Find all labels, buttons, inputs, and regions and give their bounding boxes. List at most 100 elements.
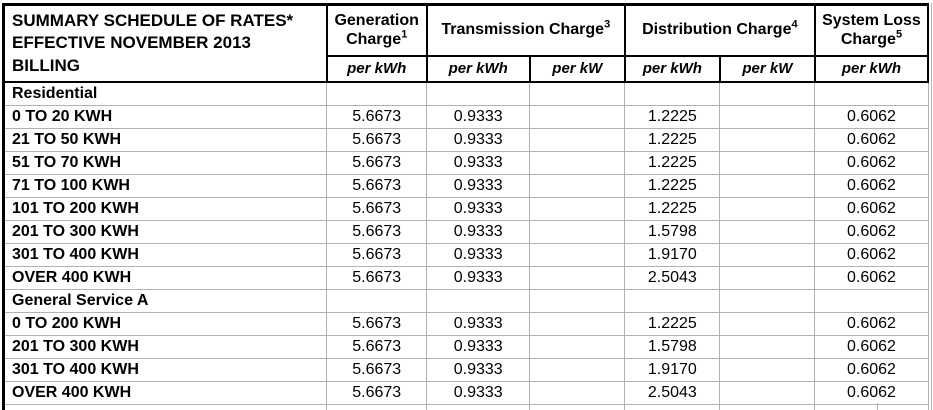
rate-value-transmission-kwh: 0.9333 xyxy=(426,358,531,382)
rate-value-distribution-kwh: 1.9170 xyxy=(624,358,721,382)
rate-cell xyxy=(426,404,531,410)
rate-value-transmission-kwh: 0.9333 xyxy=(426,220,531,244)
rate-value-generation: 5.6673 xyxy=(326,381,428,405)
table-row: 301 TO 400 KWH 5.6673 0.9333 1.9170 0.60… xyxy=(1,243,929,267)
rate-cell xyxy=(326,81,428,106)
rate-value-transmission-kwh: 0.9333 xyxy=(426,266,531,290)
table-row: 0 TO 200 KWH 5.6673 0.9333 1.2225 0.6062 xyxy=(1,312,929,336)
rate-value-transmission-kw xyxy=(529,197,626,221)
rate-value-distribution-kwh: 2.5043 xyxy=(624,266,721,290)
rate-value-generation: 5.6673 xyxy=(326,335,428,359)
rate-value-distribution-kwh: 2.5043 xyxy=(624,381,721,405)
rate-value-generation: 5.6673 xyxy=(326,220,428,244)
rate-value-distribution-kwh: 1.5798 xyxy=(624,335,721,359)
table-title-line1: SUMMARY SCHEDULE OF RATES* xyxy=(12,11,294,31)
rate-value-system-loss: 0.6062 xyxy=(814,151,929,175)
section-label: Residential xyxy=(1,81,328,106)
table-body: Residential 0 TO 20 KWH 5.6673 0.9333 1.… xyxy=(1,81,929,410)
row-label: 51 TO 70 KWH xyxy=(1,151,328,175)
row-label: 301 TO 400 KWH xyxy=(1,358,328,382)
row-label: 201 TO 300 KWH xyxy=(1,335,328,359)
table-row: 21 TO 50 KWH 5.6673 0.9333 1.2225 0.6062 xyxy=(1,128,929,152)
table-row: OVER 400 KWH 5.6673 0.9333 2.5043 0.6062 xyxy=(1,381,929,405)
section-label: General Service A xyxy=(1,289,328,313)
rate-value-transmission-kw xyxy=(529,220,626,244)
table-row: OVER 400 KWH 5.6673 0.9333 2.5043 0.6062 xyxy=(1,266,929,290)
footnote-ref-1: 1 xyxy=(401,28,408,41)
rate-value-distribution-kw xyxy=(719,197,816,221)
rate-value-distribution-kw xyxy=(719,266,816,290)
row-label: 0 TO 200 KWH xyxy=(1,312,328,336)
table-row: 201 TO 300 KWH 5.6673 0.9333 1.5798 0.60… xyxy=(1,335,929,359)
rate-value-generation: 5.6673 xyxy=(326,266,428,290)
rate-value-system-loss: 0.6062 xyxy=(814,174,929,198)
rate-value-distribution-kwh: 1.2225 xyxy=(624,197,721,221)
rate-value-generation: 5.6673 xyxy=(326,174,428,198)
rate-cell xyxy=(529,289,626,313)
rate-value-distribution-kw xyxy=(719,312,816,336)
rate-value-system-loss: 0.6062 xyxy=(814,105,929,129)
rate-value-transmission-kwh: 0.9333 xyxy=(426,381,531,405)
footnote-ref-5: 5 xyxy=(895,28,903,41)
rate-cell xyxy=(814,404,929,410)
rate-value-distribution-kw xyxy=(719,105,816,129)
rate-value-transmission-kwh: 0.9333 xyxy=(426,312,531,336)
subcol-distribution-per-kw: per kW xyxy=(718,55,816,83)
rate-value-transmission-kw xyxy=(529,335,626,359)
rate-value-transmission-kw xyxy=(529,128,626,152)
rate-value-transmission-kw xyxy=(529,243,626,267)
subcol-transmission-per-kwh: per kWh xyxy=(425,55,531,83)
next-column-gridline xyxy=(931,3,932,410)
rate-value-transmission-kw xyxy=(529,151,626,175)
rate-value-transmission-kwh: 0.9333 xyxy=(426,151,531,175)
subcol-generation-per-kwh: per kWh xyxy=(325,55,428,83)
col-header-system-loss-charge: System Loss Charge5 xyxy=(813,3,930,57)
table-header: SUMMARY SCHEDULE OF RATES* EFFECTIVE NOV… xyxy=(1,3,930,83)
rate-value-generation: 5.6673 xyxy=(326,358,428,382)
rate-cell xyxy=(426,81,531,106)
rate-value-system-loss: 0.6062 xyxy=(814,128,929,152)
rate-cell xyxy=(326,289,428,313)
rate-value-transmission-kw xyxy=(529,266,626,290)
row-label xyxy=(1,404,328,410)
col-header-transmission-charge: Transmission Charge3 xyxy=(425,3,626,57)
rate-value-distribution-kw xyxy=(719,220,816,244)
rate-cell xyxy=(624,81,721,106)
rate-value-transmission-kw xyxy=(529,381,626,405)
col-header-generation-charge-label: Generation Charge xyxy=(334,11,419,48)
rate-value-system-loss: 0.6062 xyxy=(814,197,929,221)
rate-value-transmission-kwh: 0.9333 xyxy=(426,105,531,129)
table-row-partial xyxy=(1,404,929,410)
rate-value-system-loss: 0.6062 xyxy=(814,335,929,359)
rate-value-system-loss: 0.6062 xyxy=(814,220,929,244)
col-header-system-loss-charge-label: System Loss Charge xyxy=(822,11,921,48)
table-row: 51 TO 70 KWH 5.6673 0.9333 1.2225 0.6062 xyxy=(1,151,929,175)
col-header-distribution-charge: Distribution Charge4 xyxy=(623,3,816,57)
table-title: SUMMARY SCHEDULE OF RATES* EFFECTIVE NOV… xyxy=(1,3,328,83)
rate-value-distribution-kw xyxy=(719,243,816,267)
rate-value-distribution-kwh: 1.2225 xyxy=(624,174,721,198)
table-row: 71 TO 100 KWH 5.6673 0.9333 1.2225 0.606… xyxy=(1,174,929,198)
rate-value-transmission-kwh: 0.9333 xyxy=(426,243,531,267)
rate-value-transmission-kw xyxy=(529,105,626,129)
row-label: 0 TO 20 KWH xyxy=(1,105,328,129)
rate-value-system-loss: 0.6062 xyxy=(814,266,929,290)
row-label: 201 TO 300 KWH xyxy=(1,220,328,244)
footnote-ref-4: 4 xyxy=(791,18,798,31)
row-label: 101 TO 200 KWH xyxy=(1,197,328,221)
rate-value-distribution-kw xyxy=(719,151,816,175)
rate-value-generation: 5.6673 xyxy=(326,197,428,221)
row-label: 21 TO 50 KWH xyxy=(1,128,328,152)
table-row: 101 TO 200 KWH 5.6673 0.9333 1.2225 0.60… xyxy=(1,197,929,221)
rate-value-distribution-kwh: 1.2225 xyxy=(624,105,721,129)
rate-value-generation: 5.6673 xyxy=(326,312,428,336)
rate-cell xyxy=(426,289,531,313)
rate-value-distribution-kwh: 1.2225 xyxy=(624,151,721,175)
footnote-ref-3: 3 xyxy=(604,18,611,31)
rates-table: SUMMARY SCHEDULE OF RATES* EFFECTIVE NOV… xyxy=(1,3,930,410)
rate-value-system-loss: 0.6062 xyxy=(814,358,929,382)
subcol-system-loss-per-kwh: per kWh xyxy=(813,55,930,83)
rate-value-distribution-kw xyxy=(719,174,816,198)
rate-value-transmission-kwh: 0.9333 xyxy=(426,335,531,359)
